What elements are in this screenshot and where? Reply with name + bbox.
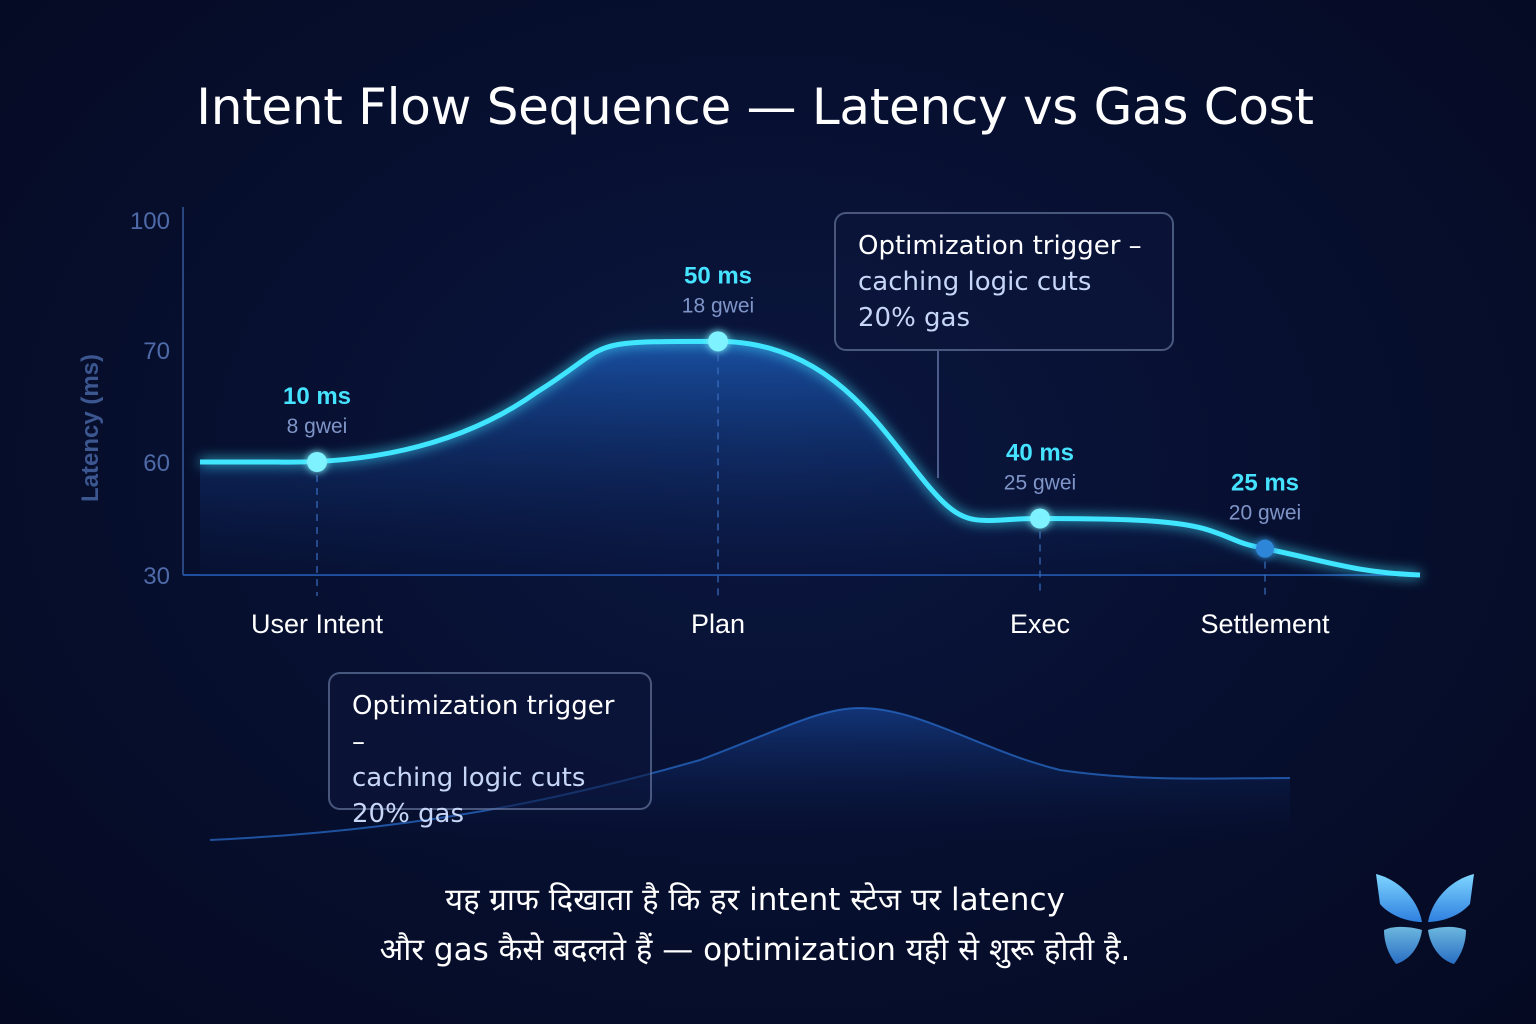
x-category-label: Settlement [1200, 609, 1330, 639]
optimization-callout-bottom: Optimization trigger – caching logic cut… [328, 672, 652, 829]
latency-data-label: 10 ms [283, 383, 351, 410]
x-category-label: Plan [691, 609, 745, 639]
caption-line-1: यह ग्राफ दिखाता है कि हर intent स्टेज पर… [445, 882, 1065, 918]
callout-top-body: caching logic cuts 20% gas [858, 267, 1092, 333]
callout-bottom-heading: Optimization trigger – [352, 691, 615, 757]
latency-data-label: 40 ms [1006, 440, 1074, 467]
data-point [307, 452, 327, 472]
latency-line [200, 338, 1421, 578]
optimization-callout-top: Optimization trigger – caching logic cut… [834, 212, 1174, 351]
latency-area [200, 341, 1420, 575]
x-category-label: Exec [1010, 609, 1070, 639]
ghost-line [209, 706, 1291, 841]
y-tick-label: 30 [143, 563, 170, 590]
y-axis-label: Latency (ms) [77, 354, 104, 502]
y-tick-label: 100 [130, 208, 170, 235]
x-category-label: User Intent [251, 609, 384, 639]
callout-top-heading: Optimization trigger – [858, 231, 1142, 261]
latency-data-label: 50 ms [684, 262, 752, 289]
gas-data-label: 8 gwei [287, 415, 348, 438]
y-tick-label: 60 [143, 450, 170, 477]
butterfly-logo-icon [1376, 874, 1474, 964]
y-tick-label: 70 [143, 338, 170, 365]
chart-title: Intent Flow Sequence — Latency vs Gas Co… [196, 78, 1314, 136]
callout-bottom-body: caching logic cuts 20% gas [352, 763, 586, 829]
caption-line-2: और gas कैसे बदलते हैं — optimization यही… [379, 932, 1131, 968]
gas-data-label: 25 gwei [1004, 472, 1076, 495]
ghost-area [210, 708, 1290, 850]
data-point [1256, 539, 1274, 558]
gas-data-label: 20 gwei [1229, 502, 1301, 525]
data-point [708, 331, 728, 352]
gas-data-label: 18 gwei [682, 294, 754, 317]
data-point [1030, 508, 1050, 529]
latency-data-label: 25 ms [1231, 470, 1299, 497]
